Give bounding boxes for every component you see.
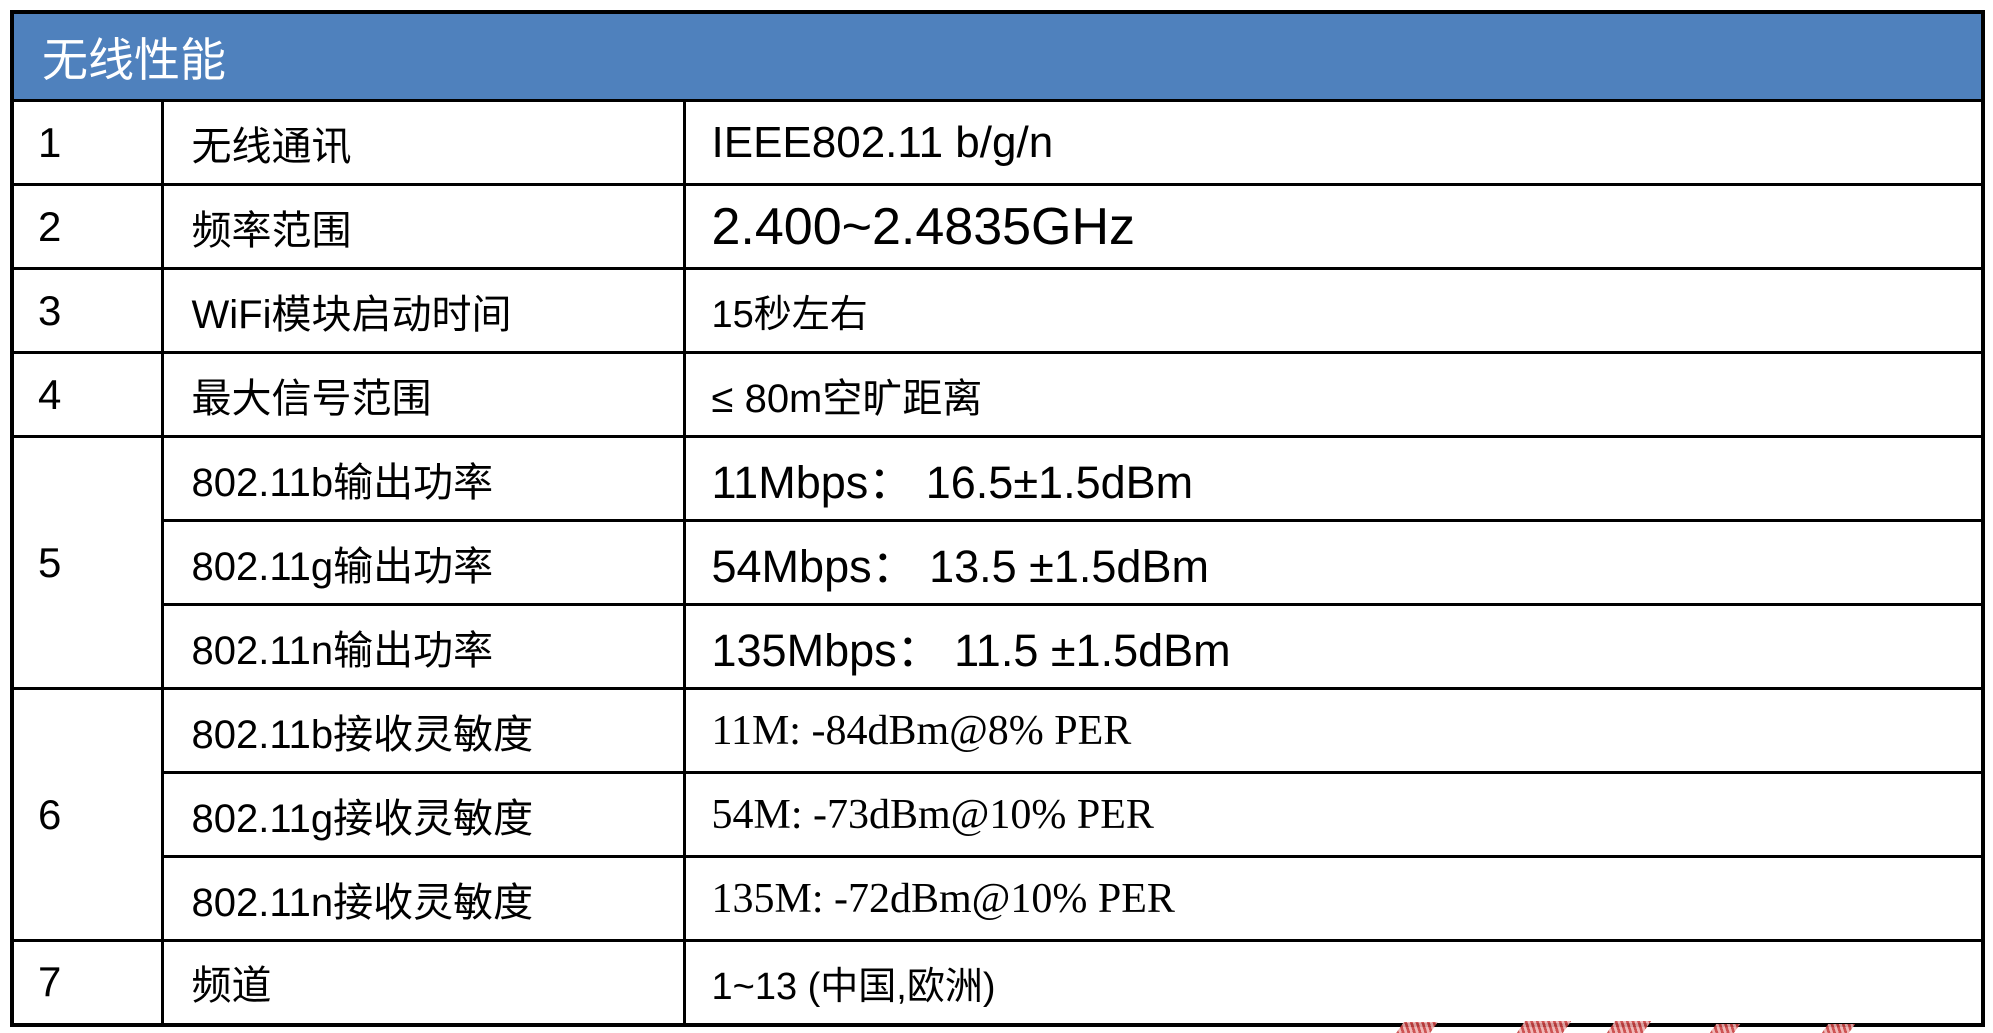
table-header-row: 无线性能 <box>10 10 1985 102</box>
spec-value: IEEE802.11 b/g/n <box>682 99 1985 186</box>
spec-value: 135M: -72dBm@10% PER <box>682 855 1985 942</box>
red-watermark-fragment <box>1606 1021 1652 1033</box>
table-row: 1 无线通讯 IEEE802.11 b/g/n <box>10 99 1985 186</box>
table-row: 802.11n输出功率 135Mbps： 11.5 ±1.5dBm <box>12 603 1985 690</box>
red-watermark-fragment <box>1516 1021 1572 1033</box>
row-number: 2 <box>10 183 164 270</box>
table-row: 3 WiFi模块启动时间 15秒左右 <box>10 267 1985 354</box>
spec-name: 802.11g输出功率 <box>160 519 686 606</box>
spec-value: 2.400~2.4835GHz <box>682 183 1985 270</box>
red-watermark-fragment <box>1709 1024 1741 1033</box>
row-number: 7 <box>10 939 164 1026</box>
row-number: 3 <box>10 267 164 354</box>
spec-name: 无线通讯 <box>160 99 686 186</box>
spec-value: 11Mbps： 16.5±1.5dBm <box>682 435 1985 522</box>
spec-value: 135Mbps： 11.5 ±1.5dBm <box>682 603 1985 690</box>
table-title: 无线性能 <box>10 10 1985 102</box>
spec-value: 11M: -84dBm@8% PER <box>682 687 1985 774</box>
row-number: 1 <box>10 99 164 186</box>
table-row: 6 802.11b接收灵敏度 11M: -84dBm@8% PER <box>10 687 1985 942</box>
table-row: 2 频率范围 2.400~2.4835GHz <box>10 183 1985 270</box>
wireless-performance-table: 无线性能 1 无线通讯 IEEE802.11 b/g/n 2 频率范围 2.40… <box>10 10 1985 1027</box>
spec-value: 54Mbps： 13.5 ±1.5dBm <box>682 519 1985 606</box>
spec-name: 最大信号范围 <box>160 351 686 438</box>
row-number: 4 <box>10 351 164 438</box>
table-row: 802.11g接收灵敏度 54M: -73dBm@10% PER <box>12 771 1985 858</box>
spec-name: 802.11n输出功率 <box>160 603 686 690</box>
table-row: 802.11n接收灵敏度 135M: -72dBm@10% PER <box>12 855 1985 942</box>
table-row: 7 频道 1~13 (中国,欧洲) <box>10 939 1985 1026</box>
spec-name: 802.11b接收灵敏度 <box>160 687 686 774</box>
spec-name: 频道 <box>160 939 686 1026</box>
spec-name: 802.11g接收灵敏度 <box>160 771 686 858</box>
spec-value: 1~13 (中国,欧洲) <box>682 939 1985 1026</box>
spec-name: WiFi模块启动时间 <box>160 267 686 354</box>
spec-value: 15秒左右 <box>682 267 1985 354</box>
row-number: 5 <box>10 435 164 690</box>
spec-name: 802.11b输出功率 <box>160 435 686 522</box>
spec-value: 54M: -73dBm@10% PER <box>682 771 1985 858</box>
table-row: 5 802.11b输出功率 11Mbps： 16.5±1.5dBm <box>10 435 1985 690</box>
row-number: 6 <box>10 687 164 942</box>
table-row: 802.11g输出功率 54Mbps： 13.5 ±1.5dBm <box>12 519 1985 606</box>
red-watermark-fragment <box>1821 1024 1856 1033</box>
spec-name: 频率范围 <box>160 183 686 270</box>
spec-value: ≤ 80m空旷距离 <box>682 351 1985 438</box>
spec-name: 802.11n接收灵敏度 <box>160 855 686 942</box>
table-row: 4 最大信号范围 ≤ 80m空旷距离 <box>10 351 1985 438</box>
red-watermark-fragment <box>1396 1022 1438 1033</box>
